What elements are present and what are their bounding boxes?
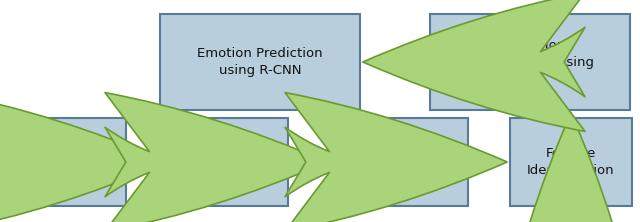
Text: Landmark
Identification: Landmark Identification: [355, 147, 443, 177]
Text: Feature
Identification: Feature Identification: [527, 147, 615, 177]
Text: Face
Detection: Face Detection: [196, 147, 261, 177]
Text: Expression
Identification using
CNN: Expression Identification using CNN: [466, 38, 594, 85]
Text: Input
Image: Input Image: [46, 147, 88, 177]
Text: Emotion Prediction
using R-CNN: Emotion Prediction using R-CNN: [197, 47, 323, 77]
FancyBboxPatch shape: [330, 118, 468, 206]
FancyBboxPatch shape: [8, 118, 126, 206]
FancyBboxPatch shape: [170, 118, 288, 206]
FancyBboxPatch shape: [430, 14, 630, 110]
FancyBboxPatch shape: [510, 118, 632, 206]
FancyBboxPatch shape: [160, 14, 360, 110]
